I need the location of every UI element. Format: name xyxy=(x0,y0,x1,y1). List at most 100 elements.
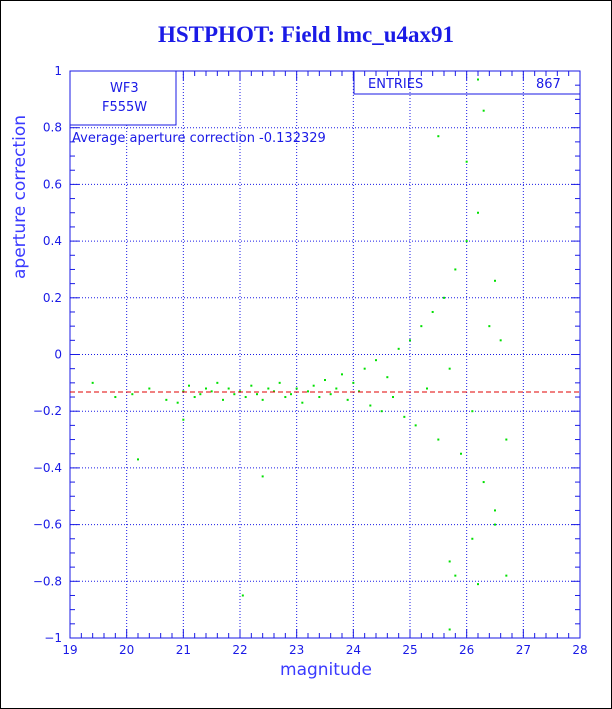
filter-line1: WF3 xyxy=(110,81,139,96)
data-point xyxy=(278,381,281,384)
x-tick-label: 24 xyxy=(346,643,361,657)
data-point xyxy=(182,390,185,393)
data-point xyxy=(91,381,94,384)
data-point xyxy=(443,296,445,299)
data-point xyxy=(505,438,508,441)
data-point xyxy=(380,410,383,413)
data-point xyxy=(477,211,479,214)
data-point xyxy=(301,401,304,404)
data-point xyxy=(437,135,440,138)
y-tick-label: −0.6 xyxy=(33,518,62,532)
data-point xyxy=(233,393,236,396)
data-point xyxy=(454,574,457,577)
y-tick-label: −0.2 xyxy=(33,404,62,418)
data-point xyxy=(482,481,485,484)
x-axis-label: magnitude xyxy=(280,660,372,680)
data-point xyxy=(505,574,508,577)
data-point xyxy=(250,384,253,387)
data-point xyxy=(477,78,479,81)
data-point xyxy=(358,390,360,393)
data-point xyxy=(290,393,292,396)
data-point xyxy=(477,583,479,586)
data-point xyxy=(256,393,258,396)
x-tick-label: 25 xyxy=(402,643,417,657)
data-point xyxy=(241,594,244,597)
data-point xyxy=(471,410,474,413)
x-tick-label: 21 xyxy=(176,643,191,657)
data-point xyxy=(182,418,185,421)
entries-value: 867 xyxy=(536,77,561,92)
data-point xyxy=(176,401,179,404)
data-point xyxy=(420,325,423,328)
data-point xyxy=(329,393,332,396)
y-tick-label: 0 xyxy=(54,348,62,362)
data-point xyxy=(431,310,434,313)
x-tick-label: 23 xyxy=(289,643,304,657)
data-point xyxy=(488,325,491,328)
y-tick-label: 0.2 xyxy=(43,291,62,305)
data-point xyxy=(494,509,496,512)
data-point xyxy=(312,384,315,387)
data-point xyxy=(363,367,366,370)
data-point xyxy=(369,404,372,407)
y-tick-label: 0.6 xyxy=(43,177,62,191)
data-point xyxy=(261,475,264,478)
data-point xyxy=(216,381,219,384)
data-point xyxy=(471,537,474,540)
data-point xyxy=(482,109,485,112)
y-tick-label: −0.4 xyxy=(33,461,62,475)
data-point xyxy=(188,384,190,387)
data-point xyxy=(137,458,139,461)
data-points xyxy=(91,78,508,631)
data-point xyxy=(324,379,326,382)
chart-title: HSTPHOT: Field lmc_u4ax91 xyxy=(157,22,455,47)
data-point xyxy=(193,396,196,399)
data-point xyxy=(261,398,264,401)
data-point xyxy=(454,268,457,271)
y-tick-label: −1 xyxy=(44,631,62,645)
data-point xyxy=(148,387,151,390)
data-point xyxy=(205,387,207,390)
data-point xyxy=(341,373,343,376)
data-point xyxy=(437,438,440,441)
data-point xyxy=(284,396,287,399)
x-tick-label: 22 xyxy=(232,643,247,657)
grid xyxy=(69,70,581,639)
annotation-text: Average aperture correction -0.132329 xyxy=(72,131,326,146)
data-point xyxy=(397,347,400,350)
data-point xyxy=(392,396,394,399)
data-point xyxy=(448,560,451,563)
data-point xyxy=(499,339,502,342)
data-point xyxy=(465,160,468,163)
data-point xyxy=(375,359,377,362)
x-tick-label: 20 xyxy=(119,643,134,657)
data-point xyxy=(352,381,355,384)
y-tick-label: 1 xyxy=(54,64,62,78)
x-tick-label: 26 xyxy=(459,643,474,657)
data-point xyxy=(465,240,468,243)
data-point xyxy=(494,523,496,526)
data-point xyxy=(403,415,406,418)
filter-line2: F555W xyxy=(102,100,147,115)
y-tick-label: 0.4 xyxy=(43,234,62,248)
data-point xyxy=(210,390,213,393)
data-point xyxy=(267,387,270,390)
data-point xyxy=(346,398,349,401)
data-point xyxy=(460,452,462,455)
data-point xyxy=(318,396,321,399)
x-tick-label: 27 xyxy=(516,643,531,657)
data-point xyxy=(409,339,411,342)
data-point xyxy=(131,393,134,396)
data-point xyxy=(448,628,451,631)
data-point xyxy=(199,393,202,396)
data-point xyxy=(335,387,338,390)
y-tick-label: −0.8 xyxy=(33,574,62,588)
data-point xyxy=(222,398,224,401)
data-point xyxy=(227,387,230,390)
data-point xyxy=(239,390,241,393)
data-point xyxy=(426,387,428,390)
y-tick-label: 0.8 xyxy=(43,121,62,135)
data-point xyxy=(494,279,496,282)
entries-label: ENTRIES xyxy=(368,77,423,92)
